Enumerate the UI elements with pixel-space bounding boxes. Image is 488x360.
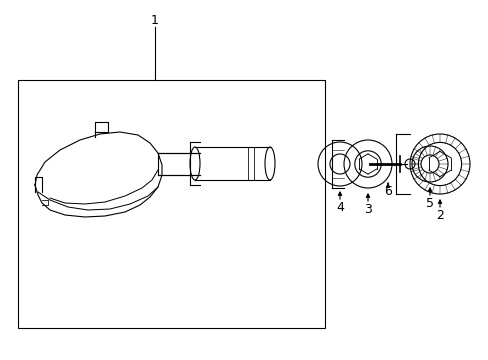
Bar (18, 80, 325, 328)
Text: 6: 6 (383, 185, 391, 198)
Text: 1: 1 (151, 13, 159, 27)
Text: 5: 5 (425, 198, 433, 211)
Text: 3: 3 (364, 203, 371, 216)
Text: 2: 2 (435, 210, 443, 222)
Text: 4: 4 (335, 202, 343, 215)
